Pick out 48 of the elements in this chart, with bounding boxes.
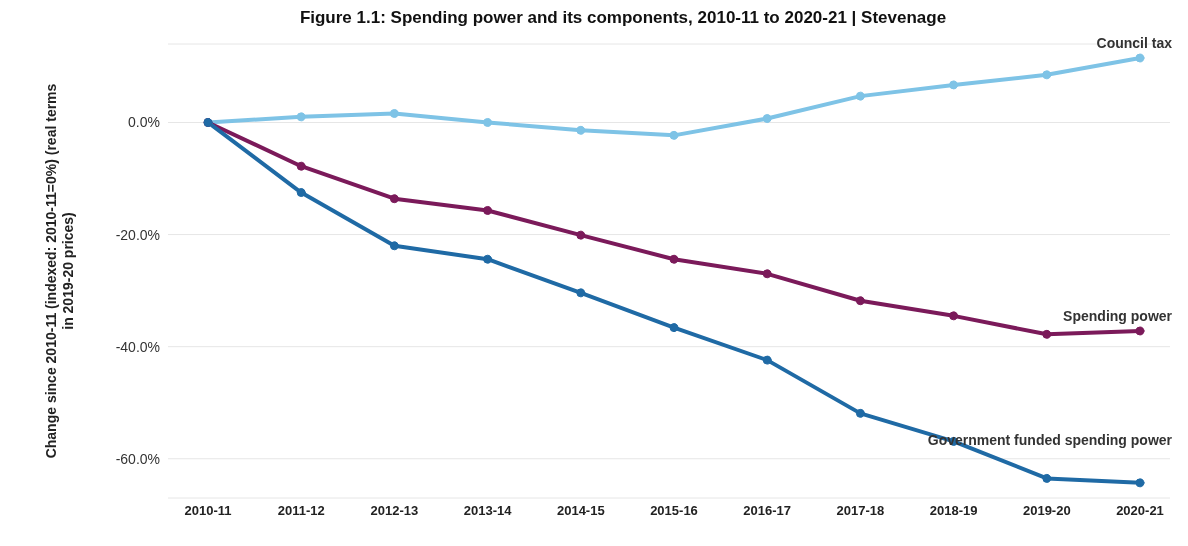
point	[389, 194, 399, 204]
point	[762, 269, 772, 279]
y-tick-label: -20.0%	[115, 226, 160, 243]
point	[296, 188, 306, 198]
x-tick-label: 2012-13	[370, 503, 419, 519]
x-tick-label: 2011-12	[277, 503, 325, 519]
point	[1042, 70, 1052, 80]
point	[1135, 53, 1145, 63]
point	[1042, 329, 1052, 339]
x-tick-label: 2013-14	[463, 503, 513, 519]
point	[483, 254, 493, 264]
point	[296, 112, 306, 122]
point	[576, 288, 586, 298]
point	[1042, 473, 1052, 483]
point	[855, 91, 865, 101]
x-tick-label: 2010-11	[184, 503, 232, 519]
x-tick-label: 2020-21	[1116, 503, 1164, 519]
point	[949, 80, 959, 90]
point	[762, 355, 772, 365]
y-tick-label: -60.0%	[115, 450, 160, 467]
point	[389, 241, 399, 251]
point	[669, 130, 679, 140]
x-tick-label: 2018-19	[929, 503, 978, 519]
series-label: Spending power	[1063, 307, 1173, 324]
y-tick-label: 0.0%	[128, 114, 160, 131]
y-axis-title: Change since 2010-11 (indexed: 2010-11=0%) (real terms in 2019-20 prices)	[43, 83, 76, 459]
x-tick-label: 2016-17	[743, 503, 792, 519]
x-tick-label: 2017-18	[836, 503, 885, 519]
point	[669, 323, 679, 333]
point	[296, 161, 306, 171]
x-tick-label: 2015-16	[650, 503, 698, 519]
point	[576, 125, 586, 135]
point	[949, 311, 959, 321]
point	[483, 117, 493, 127]
point	[855, 296, 865, 306]
x-tick-label: 2019-20	[1022, 503, 1071, 519]
point	[576, 230, 586, 240]
chart-title: Figure 1.1: Spending power and its components, 2010-11 to 2020-21 | Stevenage	[298, 8, 948, 29]
point	[1135, 326, 1145, 336]
point	[669, 254, 679, 264]
point	[855, 408, 865, 418]
y-tick-label: -40.0%	[115, 338, 160, 355]
x-tick-label: 2014-15	[556, 503, 605, 519]
point	[389, 109, 399, 118]
series-label: Council tax	[1096, 35, 1173, 52]
point	[762, 114, 772, 124]
point	[1135, 478, 1145, 488]
point	[483, 205, 493, 215]
